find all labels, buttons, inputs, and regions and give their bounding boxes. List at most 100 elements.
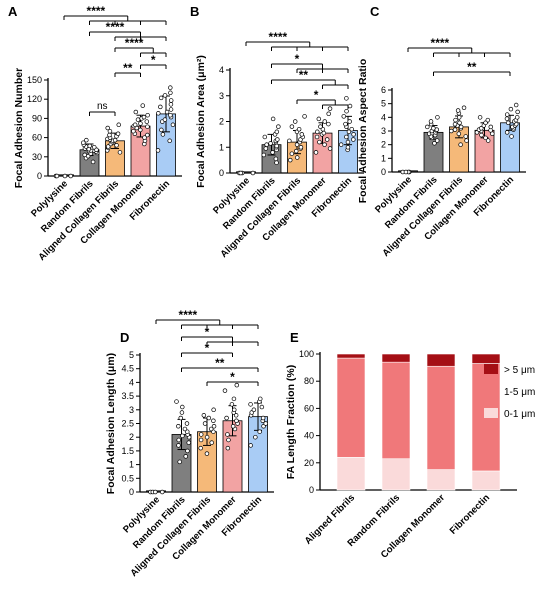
significance-label: **** bbox=[87, 4, 106, 18]
data-point bbox=[84, 137, 89, 143]
data-point bbox=[346, 129, 352, 135]
data-point bbox=[160, 489, 165, 495]
y-tick-label: 2 bbox=[129, 432, 134, 442]
stacked-segment bbox=[381, 458, 411, 491]
data-point bbox=[131, 128, 136, 134]
stacked-segment bbox=[471, 470, 501, 491]
data-point bbox=[324, 137, 330, 142]
legend-swatch bbox=[484, 364, 498, 374]
y-axis-label: FA Length Fraction (%) bbox=[285, 365, 297, 480]
data-point bbox=[248, 443, 253, 448]
stacked-segment bbox=[426, 469, 456, 491]
y-tick-label: 4 bbox=[219, 65, 224, 75]
data-point bbox=[138, 121, 143, 126]
data-point bbox=[230, 423, 236, 429]
data-point bbox=[509, 134, 514, 139]
data-point bbox=[434, 138, 440, 143]
panel-label: D bbox=[120, 330, 129, 345]
significance-label: * bbox=[151, 53, 156, 67]
data-point bbox=[232, 407, 237, 413]
data-point bbox=[299, 132, 305, 137]
data-point bbox=[179, 410, 185, 415]
significance-label: ns bbox=[97, 101, 108, 112]
significance-label: ** bbox=[215, 356, 225, 370]
data-point bbox=[185, 448, 190, 454]
panel-label: E bbox=[290, 330, 299, 345]
data-point bbox=[167, 138, 172, 144]
y-tick-label: 1 bbox=[381, 153, 386, 163]
data-point bbox=[276, 124, 281, 129]
data-point bbox=[287, 138, 292, 144]
y-tick-label: 2 bbox=[219, 117, 224, 127]
data-point bbox=[508, 106, 514, 112]
significance-label: * bbox=[205, 325, 210, 339]
data-point bbox=[313, 150, 319, 155]
data-point bbox=[68, 173, 73, 179]
data-point bbox=[176, 443, 181, 448]
data-point bbox=[204, 434, 210, 440]
data-point bbox=[257, 429, 262, 434]
y-tick-label: 6 bbox=[381, 85, 386, 95]
data-point bbox=[159, 127, 164, 133]
data-point bbox=[515, 109, 520, 115]
data-point bbox=[292, 119, 298, 124]
data-point bbox=[234, 382, 240, 388]
panel-label: C bbox=[370, 4, 380, 19]
data-point bbox=[341, 114, 347, 119]
data-point bbox=[162, 117, 168, 122]
data-point bbox=[295, 155, 300, 160]
data-point bbox=[168, 90, 173, 96]
data-point bbox=[318, 124, 323, 129]
panel-d: D 0 0.5 1 1.5 2 2.5 3 3.5 4 4.5 5 Focal Adhesion Len… bbox=[105, 308, 274, 579]
y-tick-label: 5 bbox=[381, 99, 386, 109]
data-point bbox=[153, 489, 158, 495]
y-axis-label: Focal Adhesion Area (μm²) bbox=[195, 55, 207, 188]
significance-label: * bbox=[314, 88, 319, 102]
data-point bbox=[314, 134, 320, 140]
data-point bbox=[180, 433, 185, 439]
data-point bbox=[145, 124, 150, 129]
data-point bbox=[273, 156, 279, 162]
data-point bbox=[270, 116, 276, 122]
data-point bbox=[144, 119, 150, 124]
data-point bbox=[202, 421, 208, 426]
y-tick-label: 4 bbox=[381, 112, 386, 122]
data-point bbox=[178, 415, 184, 421]
data-point bbox=[302, 114, 307, 119]
legend-label: 0-1 μm bbox=[504, 409, 535, 420]
data-point bbox=[425, 124, 430, 130]
y-tick-label: 1 bbox=[219, 142, 224, 152]
panel-label: A bbox=[8, 4, 18, 19]
significance-label: **** bbox=[269, 30, 288, 44]
data-point bbox=[505, 120, 511, 126]
data-point bbox=[455, 108, 461, 113]
y-tick-label: 60 bbox=[32, 133, 42, 143]
significance-label: * bbox=[295, 52, 300, 66]
significance-label: ** bbox=[467, 60, 477, 74]
stacked-segment bbox=[381, 353, 411, 363]
data-point bbox=[428, 119, 434, 124]
data-point bbox=[274, 129, 280, 135]
data-point bbox=[432, 141, 437, 146]
data-point bbox=[488, 124, 494, 130]
data-point bbox=[183, 454, 188, 459]
data-point bbox=[287, 157, 293, 163]
data-point bbox=[463, 134, 468, 139]
data-point bbox=[140, 103, 146, 108]
y-tick-label: 150 bbox=[27, 75, 42, 85]
data-point bbox=[176, 437, 181, 443]
data-point bbox=[229, 402, 235, 407]
data-point bbox=[112, 137, 118, 143]
legend-label: 1-5 μm bbox=[504, 387, 535, 398]
data-point bbox=[315, 129, 320, 135]
data-point bbox=[180, 404, 185, 410]
y-tick-label: 100 bbox=[299, 349, 314, 359]
data-point bbox=[158, 104, 163, 110]
data-point bbox=[456, 115, 462, 120]
data-point bbox=[132, 122, 138, 128]
data-point bbox=[138, 127, 143, 133]
data-point bbox=[226, 437, 231, 443]
data-point bbox=[107, 128, 113, 134]
